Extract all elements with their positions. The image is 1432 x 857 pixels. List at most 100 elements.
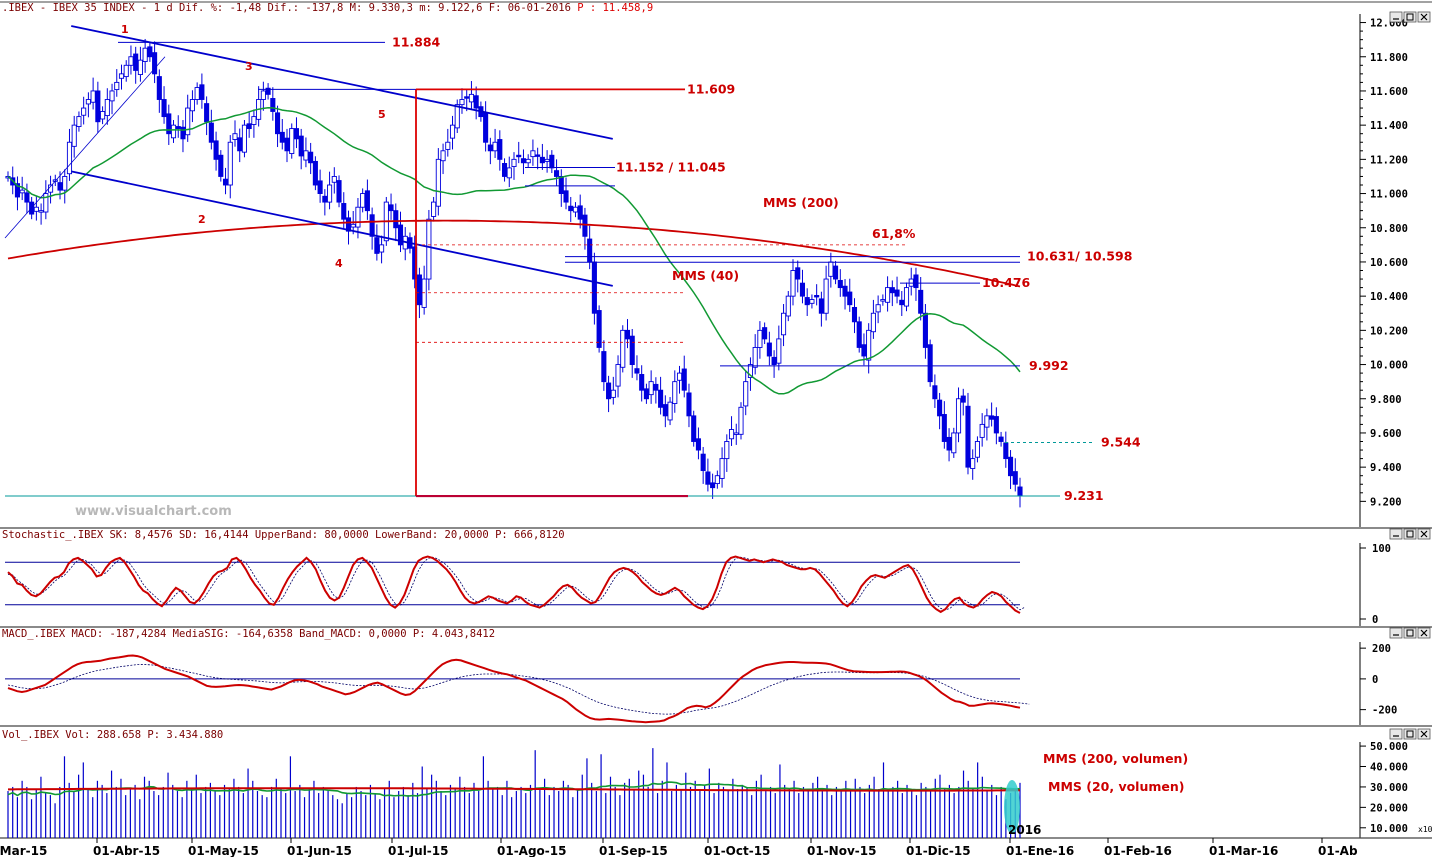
candle-body <box>851 306 858 323</box>
wave-label-3: 3 <box>245 60 253 73</box>
candle-body <box>90 90 96 103</box>
x-tick-label: 01-Ab <box>1318 844 1358 857</box>
candle-body <box>284 137 290 152</box>
candle-body <box>213 140 219 160</box>
candle-body <box>691 415 697 442</box>
candle-body <box>251 116 257 125</box>
close-icon <box>1420 629 1428 637</box>
restore-button[interactable] <box>1403 728 1417 740</box>
candle-body <box>530 150 536 158</box>
minimize-button[interactable] <box>1389 728 1403 740</box>
volume-header: Vol_.IBEX Vol: 288.658 P: 3.434.880 <box>2 729 223 741</box>
candle-body <box>809 299 815 304</box>
restore-button[interactable] <box>1403 528 1417 540</box>
restore-button[interactable] <box>1403 627 1417 639</box>
restore-icon <box>1406 530 1414 538</box>
vol-tick-label: 20.000 <box>1370 802 1408 814</box>
main-header: .IBEX - IBEX 35 INDEX - 1 d Dif. %: -1,4… <box>2 2 653 14</box>
minimize-button[interactable] <box>1389 11 1403 23</box>
candle-body <box>984 415 990 428</box>
candle-body <box>492 141 498 152</box>
candle-body <box>81 107 87 116</box>
panel-separator <box>0 527 1432 543</box>
candle-body <box>894 289 900 297</box>
candle-body <box>875 304 881 313</box>
candle-body <box>606 382 612 400</box>
restore-button[interactable] <box>1403 11 1417 23</box>
candle-body <box>648 381 654 396</box>
y-tick-label: 11.200 <box>1370 154 1408 166</box>
candle-body <box>728 429 735 440</box>
candle-body <box>700 453 706 472</box>
candle-body <box>899 299 905 306</box>
stoch-tick-label: 100 <box>1372 543 1391 555</box>
candle-body <box>468 93 474 103</box>
candle-body <box>208 122 214 143</box>
candle-body <box>804 297 810 306</box>
stoch-tick-label: 0 <box>1372 614 1378 626</box>
candle-body <box>937 399 943 417</box>
candle-body <box>24 192 30 203</box>
candle-body <box>686 392 692 417</box>
candle-body <box>147 46 153 58</box>
candle-body <box>866 329 872 361</box>
candle-body <box>870 312 876 333</box>
candle-body <box>596 310 602 348</box>
candle-body <box>932 385 938 400</box>
candle-body <box>431 201 437 217</box>
x-tick-label: 01-Sep-15 <box>599 844 668 857</box>
candle-body <box>237 137 243 152</box>
candle-body <box>615 364 621 387</box>
candle-body <box>327 184 333 203</box>
candle-body <box>393 210 399 229</box>
y-tick-label: 10.600 <box>1370 257 1408 269</box>
candle-body <box>473 95 479 109</box>
candle-body <box>970 458 976 469</box>
candle-body <box>232 133 238 140</box>
candle-body <box>705 471 711 485</box>
candle-body <box>331 175 337 183</box>
vol-tick-label: 10.000 <box>1370 823 1408 835</box>
level-label: 11.609 <box>687 81 735 96</box>
fib-label: 61,8% <box>872 226 916 241</box>
candle-body <box>161 99 167 118</box>
x-tick-label: 01-Dic-15 <box>906 844 971 857</box>
candle-body <box>298 135 304 157</box>
x-tick-label: 01-May-15 <box>188 844 259 857</box>
candle-body <box>175 126 181 130</box>
candle-body <box>501 163 508 177</box>
macd-tick-label: -200 <box>1372 705 1397 717</box>
candle-body <box>989 415 995 420</box>
candle-body <box>549 154 555 169</box>
candle-body <box>535 154 541 157</box>
candle-body <box>993 416 999 434</box>
price-panel: 11.884 11.609 11.152 / 11.045 10.631/ 10.59… <box>4 23 1141 508</box>
candle-body <box>100 111 106 120</box>
minimize-button[interactable] <box>1389 528 1403 540</box>
candle-body <box>719 458 725 479</box>
window-buttons[interactable] <box>1389 11 1431 740</box>
candle-body <box>880 299 886 302</box>
candle-body <box>558 175 564 194</box>
candle-body <box>464 96 470 99</box>
macd-tick-label: 200 <box>1372 643 1391 655</box>
candle-body <box>364 190 370 212</box>
candle-body <box>341 203 347 220</box>
candle-body <box>951 432 957 454</box>
candle-body <box>388 204 394 212</box>
minimize-button[interactable] <box>1389 627 1403 639</box>
wave-label-1: 1 <box>121 23 129 36</box>
candle-body <box>544 158 550 162</box>
macd-header: MACD_.IBEX MACD: -187,4284 MediaSIG: -16… <box>2 628 495 640</box>
candle-body <box>752 347 758 368</box>
candle-body <box>658 389 664 408</box>
highlight-ellipse <box>1004 780 1020 834</box>
candle-body <box>170 124 177 139</box>
mms40-label: MMS (40) <box>672 268 739 283</box>
candle-body <box>624 329 631 340</box>
candle-body <box>109 90 115 102</box>
vol-tick-label: 50.000 <box>1370 741 1408 753</box>
candle-body <box>95 90 101 123</box>
candle-body <box>733 432 739 435</box>
